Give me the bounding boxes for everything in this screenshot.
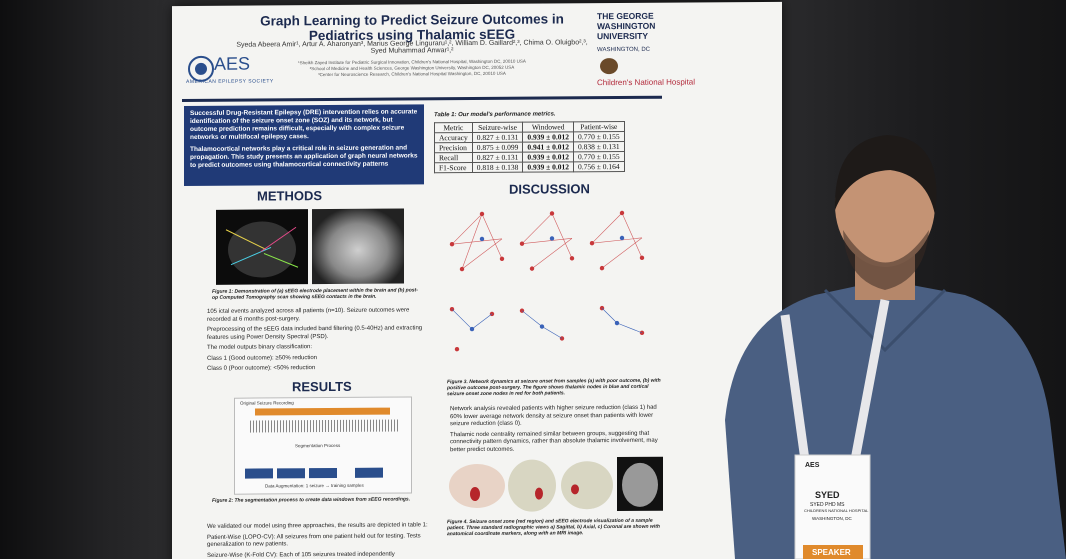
discussion-heading: DISCUSSION (509, 181, 590, 197)
methods-bullets: 105 ictal events analyzed across all pat… (207, 307, 423, 372)
badge-role: SPEAKER (812, 548, 851, 557)
results-bullets: We validated our model using three appro… (207, 522, 428, 559)
research-poster: AES AMERICAN EPILEPSY SOCIETY Graph Lear… (172, 1, 782, 559)
intro-box: Successful Drug-Resistant Epilepsy (DRE)… (184, 104, 424, 187)
aes-logo-text: AES (214, 53, 251, 74)
results-heading: RESULTS (292, 378, 352, 395)
table-row: Recall 0.827 ± 0.131 0.939 ± 0.012 0.770 ± … (434, 151, 625, 163)
figure-2-caption: Figure 2: The segmentation process to cr… (212, 496, 411, 504)
figure-1-caption: Figure 1: Demonstration of (a) sEEG elec… (212, 287, 418, 301)
badge-fullname: SYED PHD MS (810, 502, 845, 508)
brain-electrode-image (216, 209, 308, 285)
gwu-logo-subtitle: WASHINGTON, DC (597, 46, 651, 54)
badge-org: AES (805, 462, 820, 469)
bear-icon (600, 58, 618, 75)
gwu-logo: THE GEORGE WASHINGTON UNIVERSITY (597, 10, 656, 42)
badge-affiliation: CHILDRENS NATIONAL HOSPITAL (804, 508, 869, 513)
table-row: Accuracy 0.827 ± 0.131 0.939 ± 0.012 0.770 … (434, 131, 625, 143)
dark-curtain-left (0, 0, 175, 559)
poster-affiliations: ¹Sheikh Zayed Institute for Pediatric Su… (298, 58, 526, 78)
network-graphs (449, 210, 645, 352)
table-caption: Table 1: Our model's performance metrics… (434, 111, 556, 119)
table-row: Precision 0.875 ± 0.099 0.941 ± 0.012 0.838… (434, 141, 625, 153)
brain-renderings (449, 456, 663, 512)
childrens-national-logo: Children's National Hospital (597, 77, 696, 88)
table-header-row: Metric Seizure-wise Windowed Patient-wise (434, 121, 625, 133)
aes-logo (184, 49, 264, 90)
table-row: F1-Score 0.818 ± 0.138 0.939 ± 0.012 0.756 … (434, 161, 625, 173)
segmentation-diagram: Original Seizure Recording Segmentation … (234, 396, 412, 495)
figure-3-caption: Figure 3. Network dynamics at seizure on… (447, 377, 661, 398)
presenter (725, 135, 1066, 559)
header-divider (182, 95, 662, 103)
aes-logo-subtitle: AMERICAN EPILEPSY SOCIETY (186, 78, 274, 86)
performance-table: Metric Seizure-wise Windowed Patient-wise … (434, 121, 625, 173)
discussion-bullets: Network analysis revealed patients with … (450, 404, 658, 453)
figure-4-caption: Figure 4. Seizure onset zone (red region… (447, 517, 660, 538)
badge-name: SYED (815, 490, 840, 500)
methods-heading: METHODS (257, 188, 322, 204)
badge-city: WASHINGTON, DC (812, 516, 852, 521)
poster-authors: Syeda Abeera Amir¹, Artur A. Aharonyan³,… (236, 39, 588, 55)
ct-scan-image (312, 208, 404, 285)
